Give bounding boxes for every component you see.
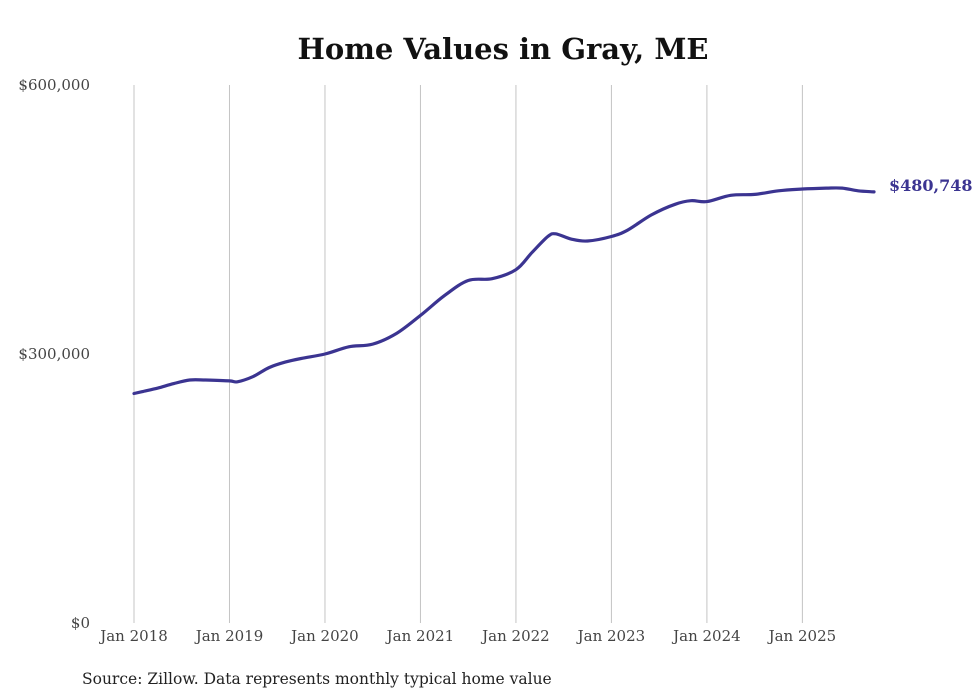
x-tick-label: Jan 2024	[671, 627, 741, 645]
x-tick-label: Jan 2019	[194, 627, 264, 645]
x-tick-label: Jan 2023	[576, 627, 646, 645]
y-axis-ticks: $0 $300,000 $600,000	[18, 76, 90, 632]
x-axis-ticks: Jan 2018 Jan 2019 Jan 2020 Jan 2021 Jan 2022…	[98, 627, 836, 645]
y-tick-label: $300,000	[18, 345, 90, 363]
y-tick-label: $600,000	[18, 76, 90, 94]
chart-title: Home Values in Gray, ME	[297, 32, 708, 66]
x-tick-label: Jan 2022	[480, 627, 550, 645]
end-value-label: $480,748	[889, 176, 973, 195]
grid-lines	[133, 85, 803, 623]
source-note: Source: Zillow. Data represents monthly …	[82, 670, 552, 688]
x-tick-label: Jan 2018	[98, 627, 168, 645]
series-line-home-value	[132, 186, 876, 396]
y-tick-label: $0	[71, 614, 90, 632]
x-tick-label: Jan 2021	[385, 627, 455, 645]
x-tick-label: Jan 2025	[767, 627, 837, 645]
x-tick-label: Jan 2020	[289, 627, 359, 645]
